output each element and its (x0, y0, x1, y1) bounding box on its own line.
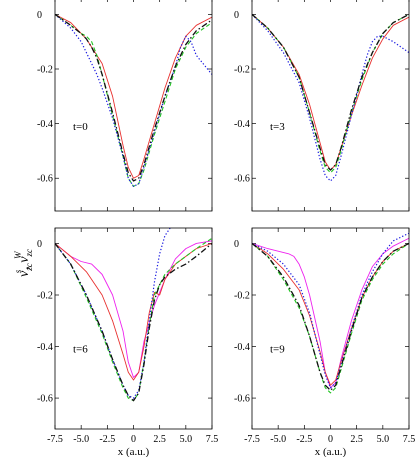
y-tick-label: 0 (234, 10, 239, 21)
y-tick-label: 0 (37, 239, 42, 250)
plot-frame (251, 0, 410, 212)
x-tick-label: 5.0 (377, 434, 390, 445)
y-tick-label: -0.2 (37, 65, 53, 76)
y-tick-label: -0.6 (234, 174, 250, 185)
x-tick-label: 7.5 (403, 434, 416, 445)
series-line-dot (55, 13, 212, 188)
x-axis-title: x (a.u.) (315, 446, 347, 457)
x-tick-label: 2.5 (153, 434, 166, 445)
series-line-dashdot (252, 242, 409, 391)
series-line-solid (252, 14, 409, 171)
y-tick-label: 0 (37, 10, 42, 21)
x-tick-label: -2.5 (296, 434, 312, 445)
series-line-dot (55, 228, 172, 399)
y-tick-label: -0.2 (234, 65, 250, 76)
series-line-dashdot (55, 242, 212, 402)
series-line-dashdot (252, 13, 409, 171)
y-tick-label: 0 (234, 239, 239, 250)
x-tick-label: 0 (131, 434, 136, 445)
series-line-dashdot (55, 13, 212, 182)
panel-label: t=0 (73, 121, 88, 133)
series-line-dash (55, 237, 212, 402)
x-tick-label: -7.5 (47, 434, 63, 445)
y-tick-label: -0.6 (37, 174, 53, 185)
plot-frame (54, 0, 213, 212)
panel-label: t=3 (270, 121, 285, 133)
y-tick-label: -0.4 (234, 119, 250, 130)
x-axis-title: x (a.u.) (118, 446, 150, 457)
x-tick-label: -5.0 (270, 434, 286, 445)
panel-1: 0 -0.2 -0.4 -0.6 t=3 (234, 0, 410, 212)
x-tick-label: 2.5 (350, 434, 363, 445)
x-tick-label: -5.0 (73, 434, 89, 445)
panel-0: 0 -0.2 -0.4 -0.6 t=0 (37, 0, 213, 212)
x-tick-label: 7.5 (206, 434, 219, 445)
panel-2: 0 -0.2 -0.4 -0.6 t=6 -7.5 -5.0 -2.5 0 2.5 5.0 7.5 x … (37, 227, 219, 457)
y-axis-title: vzcs, vzcW (13, 249, 34, 277)
x-tick-label: 0 (328, 434, 333, 445)
plot-frame (54, 227, 213, 430)
y-tick-label: -0.6 (37, 394, 53, 405)
plot-frame (251, 227, 410, 430)
panel-3: 0 -0.2 -0.4 -0.6 t=9 -7.5 -5.0 -2.5 0 2.5 5.0 7.5 x … (234, 227, 416, 457)
y-tick-label: -0.4 (234, 342, 250, 353)
series-line-dot (252, 232, 409, 389)
series-line-dot (252, 13, 409, 182)
series-line-solid (55, 243, 212, 381)
x-tick-label: -2.5 (99, 434, 115, 445)
x-tick-label: 5.0 (180, 434, 193, 445)
series-line-solid (252, 237, 409, 389)
y-tick-label: -0.4 (37, 119, 53, 130)
y-tick-label: -0.4 (37, 342, 53, 353)
series-line-solid (55, 240, 212, 378)
series-line-solid (252, 243, 409, 386)
x-tick-label: -7.5 (244, 434, 260, 445)
y-tick-label: -0.6 (234, 394, 250, 405)
y-tick-label: -0.2 (37, 291, 53, 302)
panel-label: t=6 (73, 344, 88, 356)
series-line-dash (252, 243, 409, 394)
y-tick-label: -0.2 (234, 291, 250, 302)
panel-label: t=9 (270, 344, 285, 356)
